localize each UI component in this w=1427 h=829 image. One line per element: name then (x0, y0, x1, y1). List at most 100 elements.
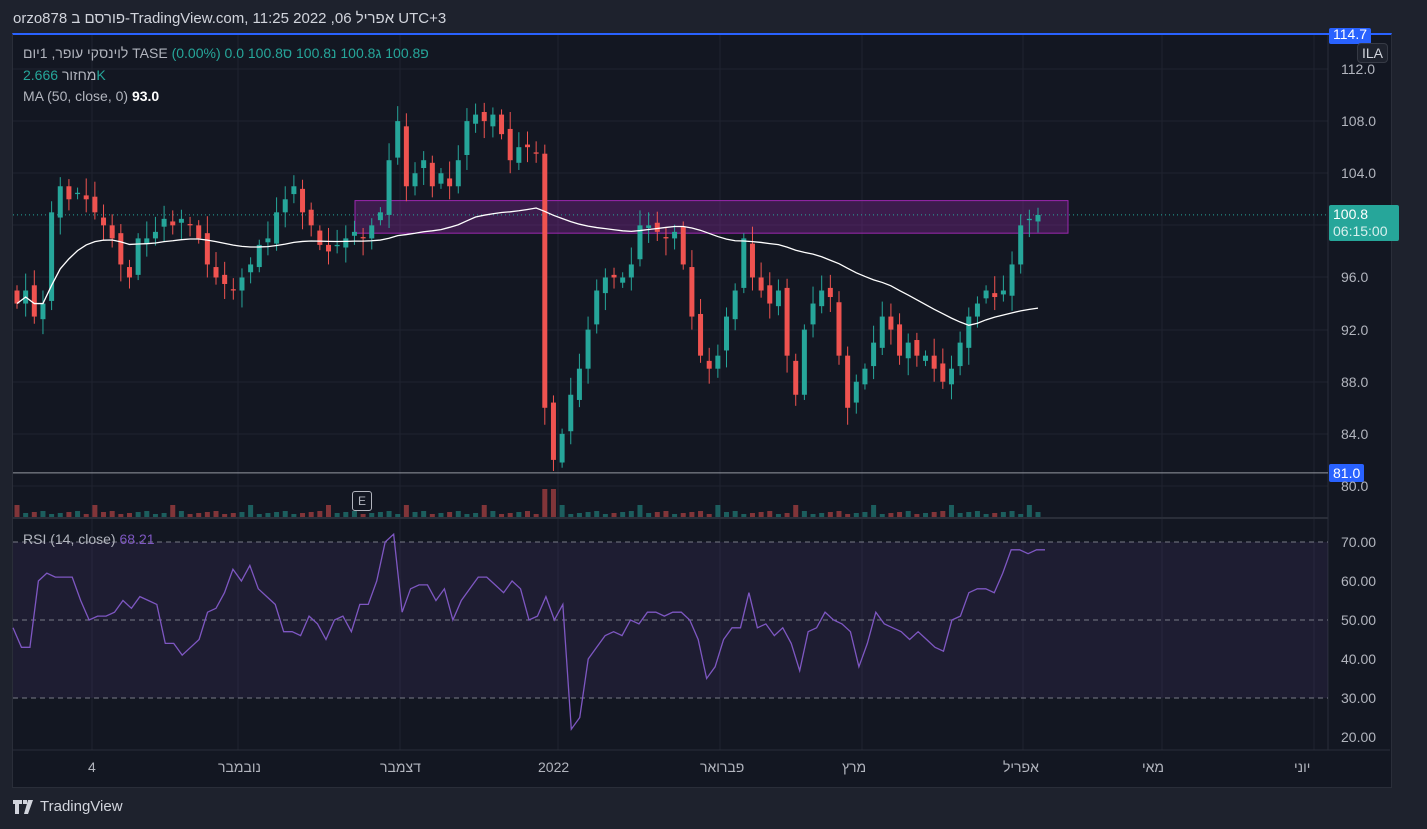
open-value: פ100.8 (385, 45, 429, 61)
close-value: ס100.8 (247, 45, 293, 61)
candle-body (222, 274, 228, 284)
tradingview-logo[interactable]: TradingView (13, 798, 123, 815)
earnings-badge[interactable]: E (352, 491, 372, 511)
price-tick: 80.0 (1341, 477, 1369, 494)
candle-body (351, 231, 357, 236)
candle-body (810, 303, 816, 325)
volume-bar (905, 511, 911, 517)
candle-body (109, 225, 115, 239)
time-tick: דצמבר (380, 759, 421, 775)
candle-body (568, 394, 574, 432)
volume-bar (351, 511, 357, 517)
volume-bar (974, 511, 980, 517)
candle-body (274, 212, 280, 244)
symbol-legend[interactable]: לוינסקי עופר, 1יום TASE פ100.8 ג100.8 נ1… (23, 45, 429, 61)
volume-bar (948, 505, 954, 517)
candle-body (403, 126, 409, 187)
volume-bar (819, 513, 825, 517)
ma-legend[interactable]: MA (50, close, 0) 93.0 (23, 88, 159, 104)
candle-body (1009, 264, 1015, 296)
candle-body (144, 238, 150, 244)
candle-body (525, 144, 530, 148)
candle-body (533, 152, 539, 154)
price-tick: 112.0 (1341, 61, 1375, 77)
candle-body (429, 162, 435, 187)
volume-bar (343, 512, 349, 517)
candle-body (308, 209, 314, 226)
candle-body (680, 226, 686, 265)
moving-average-line (16, 207, 1039, 326)
candle-body (49, 212, 55, 301)
price-tick: 96.0 (1341, 269, 1369, 286)
ma-value: 93.0 (131, 88, 160, 104)
volume-bar (957, 513, 963, 517)
volume-bar (118, 514, 124, 517)
volume-bar (862, 512, 868, 517)
volume-bar (576, 513, 582, 517)
candle-body (40, 303, 46, 320)
volume-bar (741, 514, 747, 517)
time-tick: מאי (1142, 759, 1165, 775)
low-value: נ100.8 (296, 45, 337, 61)
volume-bar (801, 511, 807, 517)
volume-bar (213, 511, 219, 517)
time-tick: יוני (1294, 759, 1311, 775)
volume-bar (628, 511, 634, 517)
candle-body (741, 238, 747, 288)
candle-body (14, 290, 20, 304)
candle-body (438, 173, 444, 184)
candle-body (559, 433, 565, 463)
volume-bar (170, 505, 176, 517)
volume-bar (983, 514, 989, 517)
candle-body (715, 355, 721, 369)
candle-body (291, 186, 297, 195)
candle-body (923, 355, 929, 361)
volume-bar (300, 513, 306, 517)
volume-bar (1026, 505, 1032, 517)
volume-bar (360, 514, 366, 517)
candle-body (948, 368, 954, 385)
rsi-legend[interactable]: RSI (14, close) 68.21 (23, 531, 155, 547)
volume-bar (594, 511, 600, 517)
rsi-value: 68.21 (119, 531, 155, 547)
volume-bar (879, 514, 885, 517)
candle-body (334, 244, 340, 247)
candle-body (576, 368, 582, 400)
volume-bar (1000, 512, 1006, 517)
candle-body (239, 277, 245, 291)
volume-bar (992, 513, 998, 517)
volume-bar (334, 513, 340, 517)
candle-body (637, 225, 643, 260)
volume-bar (602, 514, 608, 517)
volume-bar (663, 511, 669, 517)
candle-body (161, 218, 167, 227)
candle-body (395, 121, 401, 158)
candle-body (473, 114, 479, 124)
candle-body (620, 277, 626, 283)
candle-body (1035, 214, 1041, 222)
volume-bar (550, 489, 556, 517)
volume-bar (473, 513, 479, 517)
volume-bar (923, 513, 929, 517)
candle-body (265, 238, 271, 243)
candle-body (749, 243, 755, 278)
volume-legend[interactable]: מחזור 2.666K (23, 67, 106, 83)
volume-bar (161, 513, 167, 517)
candle-body (845, 355, 851, 408)
candle-body (213, 267, 219, 278)
volume-bar (204, 512, 210, 517)
time-tick: מרץ (842, 759, 867, 775)
volume-bar (672, 514, 678, 517)
volume-bar (715, 505, 721, 517)
hline-price-tag: 81.0 (1329, 464, 1365, 482)
volume-bar (92, 505, 98, 517)
volume-bar (1018, 514, 1024, 517)
bar-countdown: 06:15:00 (1333, 223, 1388, 239)
volume-bar (897, 512, 903, 517)
volume-bar (784, 513, 790, 517)
candle-body (126, 267, 132, 278)
candle-body (325, 244, 331, 252)
volume-bar (464, 514, 470, 517)
candle-body (118, 233, 124, 265)
